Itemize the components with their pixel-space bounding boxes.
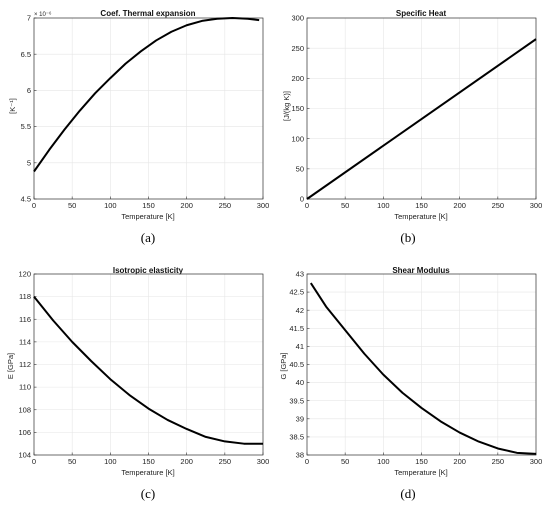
x-tick-label: 0 <box>305 457 309 466</box>
x-tick-label: 150 <box>415 201 428 210</box>
x-tick-label: 300 <box>530 457 543 466</box>
x-tick-label: 250 <box>219 201 232 210</box>
y-tick-label: 116 <box>19 315 31 324</box>
y-tick-label: 110 <box>19 383 31 392</box>
series-line-thermal-expansion <box>33 17 260 173</box>
x-tick-label: 150 <box>142 201 155 210</box>
x-tick-label: 300 <box>530 201 543 210</box>
series-line-specific-heat <box>306 38 537 200</box>
y-tick-label: 43 <box>296 270 304 279</box>
x-tick-label: 250 <box>219 457 232 466</box>
panel-caption-b: (b) <box>400 230 415 245</box>
panel-specific-heat: Specific Heat [J/(kg K)] Temperature [K]… <box>282 9 542 245</box>
y-tick-label: 250 <box>291 44 304 53</box>
x-axis-label-isotropic-elasticity: Temperature [K] <box>121 468 174 477</box>
x-axis-label-specific-heat: Temperature [K] <box>394 212 447 221</box>
x-axis-label-thermal-expansion: Temperature [K] <box>121 212 174 221</box>
y-tick-label: 38 <box>296 451 304 460</box>
y-tick-label: 6 <box>27 86 31 95</box>
x-tick-label: 50 <box>341 457 349 466</box>
panel-caption-d: (d) <box>400 486 415 501</box>
x-tick-label: 200 <box>180 457 193 466</box>
series-line-isotropic-elasticity <box>33 296 263 445</box>
y-tick-label: 39 <box>296 414 304 423</box>
y-tick-label: 200 <box>291 74 304 83</box>
panel-isotropic-elasticity: Isotropic elasticity E [GPa] Temperature… <box>6 266 269 501</box>
plot-title-shear-modulus: Shear Modulus <box>392 266 450 275</box>
y-tick-label: 39.5 <box>289 396 304 405</box>
x-tick-label: 250 <box>492 201 505 210</box>
x-tick-label: 300 <box>257 457 270 466</box>
x-tick-label: 200 <box>453 201 466 210</box>
gridlines-specific-heat <box>306 17 537 200</box>
panel-thermal-expansion: Coef. Thermal expansion × 10⁻⁶ [K⁻¹] Tem… <box>8 9 269 245</box>
y-tick-label: 300 <box>291 14 304 23</box>
y-tick-label: 112 <box>19 360 31 369</box>
y-tick-label: 118 <box>19 292 31 301</box>
x-tick-label: 100 <box>377 201 390 210</box>
x-tick-label: 150 <box>415 457 428 466</box>
y-tick-label: 5 <box>27 158 31 167</box>
gridlines-shear-modulus <box>306 273 537 456</box>
panel-caption-c: (c) <box>141 486 155 501</box>
panel-shear-modulus: Shear Modulus G [GPa] Temperature [K] (d… <box>279 266 542 501</box>
y-tick-label: 4.5 <box>21 195 31 204</box>
x-tick-label: 100 <box>104 457 117 466</box>
y-tick-label: 41.5 <box>289 324 304 333</box>
x-tick-label: 50 <box>341 201 349 210</box>
x-tick-label: 0 <box>305 201 309 210</box>
y-tick-label: 100 <box>291 134 304 143</box>
y-tick-label: 7 <box>27 14 31 23</box>
x-tick-label: 200 <box>453 457 466 466</box>
panel-caption-a: (a) <box>141 230 155 245</box>
y-tick-label: 120 <box>18 270 31 279</box>
series-line-shear-modulus <box>309 282 537 455</box>
y-axis-label-isotropic-elasticity: E [GPa] <box>6 353 15 379</box>
y-tick-label: 40.5 <box>289 360 304 369</box>
y-tick-label: 114 <box>19 337 31 346</box>
y-tick-label: 42 <box>296 306 304 315</box>
y-tick-label: 150 <box>291 104 304 113</box>
x-tick-label: 0 <box>32 201 36 210</box>
y-tick-label: 41 <box>296 342 304 351</box>
x-tick-label: 0 <box>32 457 36 466</box>
y-tick-label: 6.5 <box>21 50 31 59</box>
y-tick-label: 108 <box>18 405 31 414</box>
y-tick-label: 40 <box>296 378 304 387</box>
x-tick-label: 50 <box>68 457 76 466</box>
x-tick-label: 300 <box>257 201 270 210</box>
y-axis-label-thermal-expansion: [K⁻¹] <box>8 98 17 114</box>
y-tick-label: 106 <box>18 428 31 437</box>
y-axis-label-specific-heat: [J/(kg K)] <box>282 91 291 121</box>
gridlines-isotropic-elasticity <box>33 273 264 456</box>
plot-title-specific-heat: Specific Heat <box>396 9 447 18</box>
x-tick-label: 50 <box>68 201 76 210</box>
x-tick-label: 100 <box>377 457 390 466</box>
x-tick-label: 250 <box>492 457 505 466</box>
x-tick-label: 100 <box>104 201 117 210</box>
x-axis-label-shear-modulus: Temperature [K] <box>394 468 447 477</box>
y-tick-label: 38.5 <box>289 433 304 442</box>
y-tick-label: 0 <box>300 195 304 204</box>
y-axis-label-shear-modulus: G [GPa] <box>279 352 288 379</box>
y-tick-label: 104 <box>18 451 31 460</box>
x-tick-label: 150 <box>142 457 155 466</box>
plot-title-isotropic-elasticity: Isotropic elasticity <box>113 266 184 275</box>
y-tick-label: 42.5 <box>289 288 304 297</box>
x-tick-label: 200 <box>180 201 193 210</box>
y-tick-label: 5.5 <box>21 122 31 131</box>
plot-title-thermal-expansion: Coef. Thermal expansion <box>100 9 195 18</box>
y-multiplier-thermal-expansion: × 10⁻⁶ <box>34 11 52 18</box>
y-tick-label: 50 <box>296 164 304 173</box>
